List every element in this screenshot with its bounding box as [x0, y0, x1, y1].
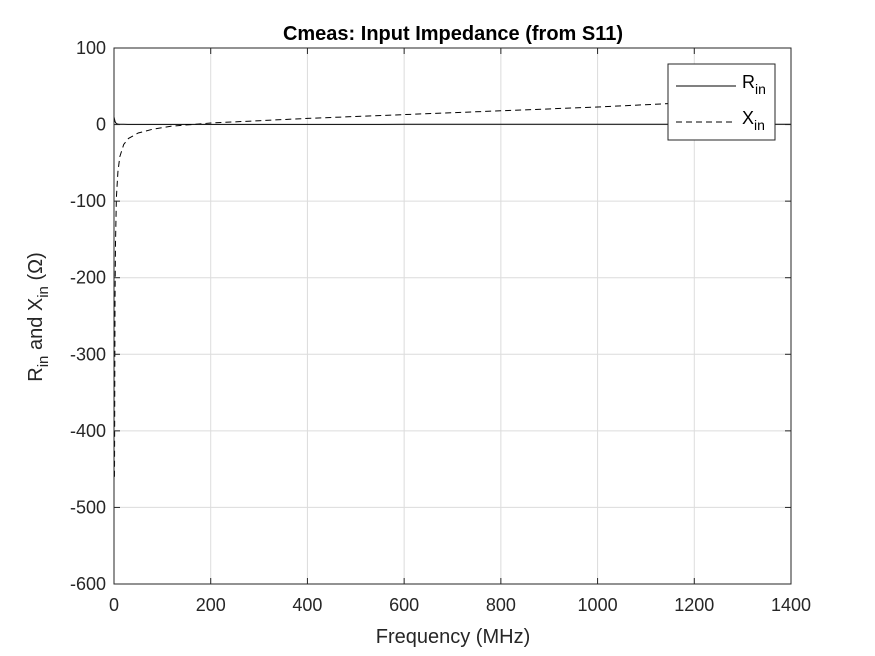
y-tick-label: -400 [70, 421, 106, 441]
axes-box [113, 47, 792, 585]
legend-box [667, 63, 776, 141]
y-tick-label: -100 [70, 191, 106, 211]
x-tick-label: 1200 [674, 595, 714, 615]
grid [113, 47, 792, 585]
y-tick-label: -200 [70, 268, 106, 288]
y-tick-label: 0 [96, 115, 106, 135]
y-tick-label: -300 [70, 344, 106, 364]
plot-area [113, 99, 791, 477]
x-tick-label: 400 [292, 595, 322, 615]
x-tick-label: 1000 [578, 595, 618, 615]
y-tick-label: -600 [70, 574, 106, 594]
series-line-rin [113, 116, 791, 125]
x-tick-label: 0 [109, 595, 119, 615]
y-axis: -600 -500 -400 -300 -200 -100 0 100 [70, 38, 791, 594]
legend: Rin Xin [667, 63, 776, 141]
chart-title: Cmeas: Input Impedance (from S11) [283, 23, 623, 45]
legend-label: Rin [742, 72, 766, 97]
x-tick-label: 1400 [771, 595, 811, 615]
x-tick-label: 600 [389, 595, 419, 615]
x-tick-label: 200 [196, 595, 226, 615]
x-axis: 0 200 400 600 800 1000 1200 1400 [109, 48, 811, 615]
y-tick-label: 100 [76, 38, 106, 58]
y-tick-label: -500 [70, 497, 106, 517]
series-line-xin [114, 99, 743, 477]
y-axis-label: Rin and Xin (Ω) [25, 252, 52, 381]
legend-label: Xin [742, 108, 765, 133]
x-tick-label: 800 [486, 595, 516, 615]
x-axis-label: Frequency (MHz) [376, 626, 530, 648]
